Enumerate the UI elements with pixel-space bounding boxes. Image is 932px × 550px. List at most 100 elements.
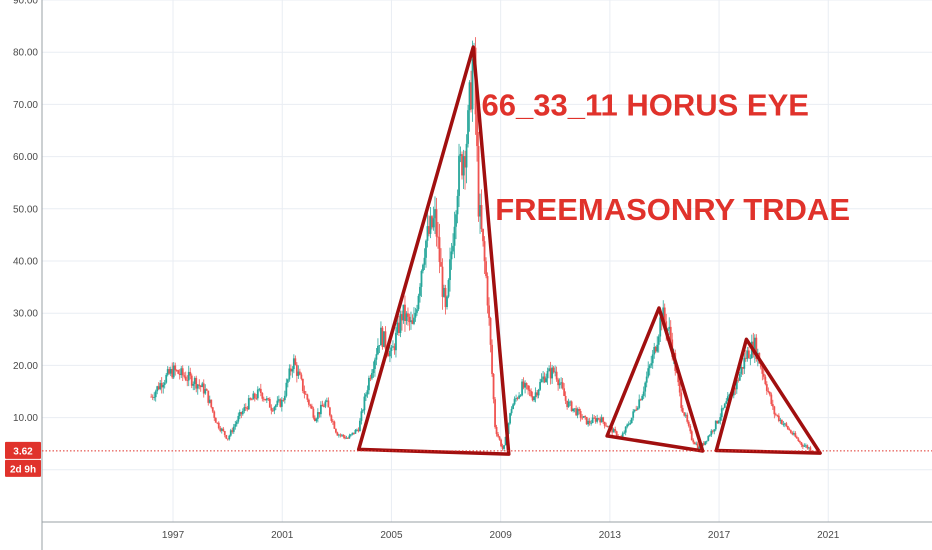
candle-body — [238, 412, 241, 416]
candle-body — [479, 205, 481, 217]
candle-body — [794, 433, 797, 437]
candle-body — [351, 432, 354, 435]
candle-body — [530, 391, 532, 397]
candle-body — [246, 407, 249, 410]
candle-body — [163, 382, 166, 385]
candle-body — [698, 446, 701, 449]
candle-body — [270, 407, 273, 411]
candle-body — [286, 379, 289, 383]
candle-body — [776, 414, 779, 416]
candle-body — [681, 407, 684, 413]
candle-body — [771, 404, 774, 407]
candle-body — [428, 226, 430, 234]
candle-body — [491, 344, 493, 374]
candle-body — [417, 295, 420, 310]
candle-body — [178, 373, 181, 376]
candle-body — [761, 367, 764, 374]
candle-body — [225, 435, 228, 439]
candle-body — [516, 398, 519, 399]
candle-body — [749, 358, 752, 359]
candle-body — [449, 259, 451, 281]
x-tick-label: 2021 — [817, 530, 840, 541]
candle-body — [168, 369, 171, 374]
candle-body — [298, 371, 301, 375]
candle-body — [654, 346, 657, 352]
candle-body — [687, 421, 690, 426]
candle-body — [295, 364, 298, 376]
candle-body — [578, 408, 581, 412]
candle-body — [279, 399, 282, 407]
candle-body — [635, 409, 638, 411]
candle-body — [395, 332, 397, 351]
candle-body — [486, 276, 489, 306]
candle-body — [807, 447, 810, 449]
candle-body — [307, 399, 310, 405]
candle-body — [642, 391, 645, 396]
candle-body — [432, 218, 435, 228]
candle-body — [525, 383, 528, 386]
candle-body — [276, 400, 279, 406]
candle-body — [359, 420, 361, 432]
candle-body — [288, 368, 291, 380]
candle-body — [600, 417, 603, 423]
candle-body — [328, 407, 331, 416]
candle-body — [633, 409, 636, 412]
candle-body — [725, 401, 728, 404]
candle-body — [774, 414, 777, 416]
candle-body — [177, 370, 180, 374]
candle-body — [627, 424, 630, 426]
candle-body — [321, 404, 324, 407]
candle-body — [539, 382, 541, 390]
candle-body — [283, 395, 286, 401]
candle-body — [458, 155, 460, 196]
candle-body — [641, 395, 644, 401]
candle-body — [668, 326, 671, 329]
candle-body — [804, 445, 807, 447]
candle-body — [585, 416, 588, 425]
candle-body — [686, 414, 689, 422]
candle-body — [453, 226, 456, 246]
candle-body — [494, 399, 496, 428]
candle-body — [527, 385, 529, 390]
candle-body — [788, 429, 791, 431]
candle-body — [383, 331, 385, 347]
candle-body — [705, 440, 708, 442]
candle-body — [365, 394, 367, 397]
candle-body — [440, 262, 442, 267]
candle-body — [169, 369, 172, 374]
candle-body — [795, 436, 798, 439]
candle-body — [545, 378, 548, 383]
candle-body — [797, 438, 800, 442]
candle-body — [762, 373, 765, 377]
candle-body — [782, 424, 785, 425]
candle-body — [657, 336, 660, 345]
candle-body — [602, 417, 605, 422]
candle-body — [462, 156, 465, 176]
candle-body — [615, 431, 618, 437]
candle-body — [597, 418, 600, 419]
candle-body — [702, 443, 705, 445]
candle-body — [356, 429, 358, 431]
candle-body — [564, 395, 567, 401]
candle-body — [416, 309, 418, 313]
candle-body — [201, 383, 204, 388]
candle-body — [492, 373, 495, 400]
candle-body — [497, 434, 499, 437]
candle-body — [310, 405, 313, 409]
y-tick-label: 60.00 — [13, 152, 38, 163]
candle-body — [614, 429, 617, 432]
candle-body — [157, 386, 160, 390]
candle-body — [551, 367, 554, 379]
candle-body — [294, 358, 297, 365]
candle-body — [405, 313, 408, 321]
x-tick-label: 1997 — [162, 530, 185, 541]
candle-body — [689, 425, 692, 432]
candle-body — [644, 382, 647, 392]
candle-body — [371, 373, 373, 379]
candle-body — [638, 399, 641, 408]
candle-body — [489, 317, 492, 345]
candle-body — [274, 405, 277, 408]
candle-body — [740, 367, 743, 374]
candle-body — [684, 414, 687, 416]
